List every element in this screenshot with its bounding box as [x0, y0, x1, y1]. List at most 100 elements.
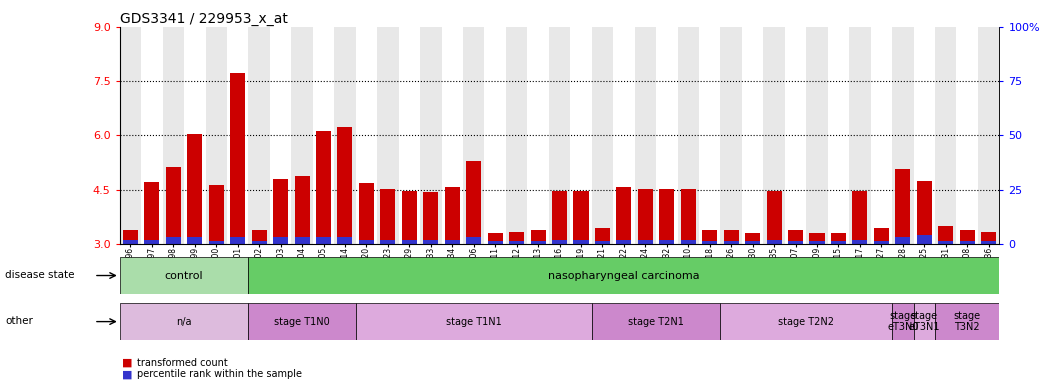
Bar	[723, 241, 739, 244]
Bar	[766, 240, 782, 244]
Bar	[209, 185, 224, 241]
Bar	[359, 240, 374, 244]
Bar	[380, 189, 396, 240]
Bar	[445, 240, 460, 244]
Bar	[595, 228, 610, 241]
Bar	[831, 241, 846, 244]
Bar	[399, 27, 421, 244]
Bar	[509, 241, 524, 244]
Bar	[552, 240, 567, 244]
Bar	[252, 241, 266, 244]
Bar	[981, 232, 996, 241]
Bar	[249, 257, 999, 294]
Bar	[638, 189, 653, 240]
Bar	[487, 233, 503, 241]
Bar	[252, 230, 266, 241]
Bar	[162, 27, 184, 244]
Bar	[960, 230, 974, 241]
Bar	[227, 27, 249, 244]
Bar	[853, 191, 867, 240]
Bar	[807, 27, 828, 244]
Bar	[853, 240, 867, 244]
Bar	[549, 27, 570, 244]
Bar	[316, 131, 331, 237]
Text: stage T1N0: stage T1N0	[274, 316, 330, 327]
Bar	[424, 240, 438, 244]
Bar	[249, 27, 270, 244]
Text: stage
eT3N1: stage eT3N1	[909, 311, 940, 333]
Bar	[531, 241, 545, 244]
Bar	[120, 303, 249, 340]
Bar	[424, 192, 438, 240]
Text: stage T2N1: stage T2N1	[628, 316, 684, 327]
Bar	[659, 240, 675, 244]
Bar	[441, 27, 463, 244]
Bar	[531, 230, 545, 241]
Bar	[960, 241, 974, 244]
Bar	[380, 240, 396, 244]
Bar	[981, 241, 996, 244]
Bar	[356, 303, 591, 340]
Bar	[917, 180, 932, 235]
Bar	[595, 241, 610, 244]
Text: control: control	[164, 270, 203, 281]
Bar	[120, 257, 249, 294]
Bar	[337, 127, 353, 237]
Text: nasopharyngeal carcinoma: nasopharyngeal carcinoma	[549, 270, 700, 281]
Bar	[142, 27, 162, 244]
Text: other: other	[5, 316, 33, 326]
Text: stage T1N1: stage T1N1	[446, 316, 502, 327]
Bar	[616, 240, 632, 244]
Bar	[766, 191, 782, 240]
Bar	[895, 169, 910, 237]
Bar	[873, 241, 889, 244]
Bar	[723, 230, 739, 241]
Bar	[699, 27, 720, 244]
Bar	[745, 233, 760, 241]
Bar	[638, 240, 653, 244]
Bar	[463, 27, 484, 244]
Bar	[552, 191, 567, 240]
Bar	[656, 27, 678, 244]
Bar	[745, 241, 760, 244]
Bar	[506, 27, 528, 244]
Bar	[295, 237, 309, 244]
Bar	[205, 27, 227, 244]
Bar	[938, 226, 954, 241]
Text: GDS3341 / 229953_x_at: GDS3341 / 229953_x_at	[120, 12, 287, 26]
Bar	[249, 303, 356, 340]
Bar	[678, 27, 699, 244]
Bar	[273, 237, 288, 244]
Bar	[528, 27, 549, 244]
Bar	[574, 240, 588, 244]
Text: stage T2N2: stage T2N2	[779, 316, 834, 327]
Bar	[935, 303, 999, 340]
Bar	[570, 27, 591, 244]
Bar	[977, 27, 999, 244]
Bar	[145, 182, 159, 240]
Bar	[356, 27, 377, 244]
Bar	[831, 233, 846, 241]
Bar	[613, 27, 635, 244]
Text: transformed count: transformed count	[137, 358, 228, 368]
Bar	[938, 241, 954, 244]
Bar	[616, 187, 632, 240]
Bar	[957, 27, 977, 244]
Text: stage
eT3N0: stage eT3N0	[887, 311, 918, 333]
Bar	[810, 241, 824, 244]
Bar	[402, 240, 416, 244]
Bar	[591, 303, 720, 340]
Bar	[337, 237, 353, 244]
Bar	[873, 228, 889, 241]
Text: percentile rank within the sample: percentile rank within the sample	[137, 369, 303, 379]
Text: n/a: n/a	[176, 316, 192, 327]
Bar	[703, 241, 717, 244]
Bar	[402, 191, 416, 240]
Bar	[312, 27, 334, 244]
Bar	[123, 240, 138, 244]
Bar	[209, 241, 224, 244]
Bar	[466, 161, 481, 237]
Bar	[892, 303, 914, 340]
Bar	[635, 27, 656, 244]
Bar	[145, 240, 159, 244]
